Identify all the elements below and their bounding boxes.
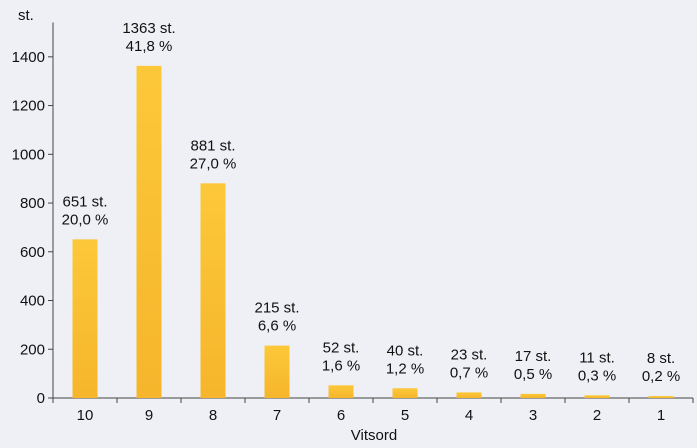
x-tick-label: 2: [593, 407, 601, 424]
x-tick-label: 8: [209, 407, 217, 424]
data-label-percent: 0,3 %: [578, 367, 616, 384]
data-label-count: 881 st.: [190, 137, 235, 154]
bar: [200, 183, 226, 398]
x-tick-label: 6: [337, 407, 345, 424]
data-label-count: 8 st.: [647, 350, 675, 367]
x-tick-label: 3: [529, 407, 537, 424]
data-label-count: 17 st.: [515, 348, 552, 365]
y-tick-label: 400: [20, 293, 45, 310]
y-tick-label: 600: [20, 244, 45, 261]
data-label-count: 215 st.: [254, 300, 299, 317]
data-label-percent: 1,6 %: [322, 357, 360, 374]
data-label-percent: 0,5 %: [514, 366, 552, 383]
data-label-percent: 27,0 %: [190, 155, 237, 172]
x-tick-label: 9: [145, 407, 153, 424]
data-label-percent: 0,2 %: [642, 368, 680, 385]
data-label-count: 52 st.: [323, 339, 360, 356]
y-tick-label: 1400: [12, 49, 45, 66]
data-label-percent: 20,0 %: [62, 211, 109, 228]
x-tick-label: 5: [401, 407, 409, 424]
data-labels: 651 st.20,0 % 1363 st.41,8 % 881 st.27,0 %…: [62, 20, 681, 385]
x-axis-label: Vitsord: [351, 427, 397, 443]
data-label-count: 651 st.: [62, 193, 107, 210]
y-tick-label: 200: [20, 341, 45, 358]
data-label-percent: 0,7 %: [450, 364, 488, 381]
bar: [584, 395, 610, 398]
x-tick-label: 7: [273, 407, 281, 424]
data-label-count: 11 st.: [579, 349, 615, 366]
bar: [72, 239, 98, 398]
x-tick-label: 1: [657, 407, 665, 424]
x-tick-label: 10: [77, 407, 94, 424]
y-axis: 0 200 400 600 800 1000 1200 1400: [12, 22, 54, 407]
bar: [136, 65, 162, 398]
bar: [520, 393, 546, 398]
y-tick-label: 1000: [12, 146, 45, 163]
y-axis-label: st.: [18, 7, 34, 24]
y-tick-label: 1200: [12, 98, 45, 115]
bar: [456, 392, 482, 398]
bar: [328, 385, 354, 398]
data-label-percent: 41,8 %: [126, 38, 173, 55]
y-tick-label: 0: [37, 390, 45, 407]
data-label-count: 40 st.: [387, 342, 424, 359]
bar: [264, 345, 290, 398]
bars: [72, 65, 674, 398]
bar: [392, 388, 418, 398]
y-tick-label: 800: [20, 195, 45, 212]
data-label-percent: 6,6 %: [258, 318, 296, 335]
data-label-percent: 1,2 %: [386, 360, 424, 377]
data-label-count: 1363 st.: [122, 20, 175, 37]
data-label-count: 23 st.: [451, 346, 488, 363]
bar: [648, 396, 674, 398]
x-axis: 10 9 8 7 6 5 4 3 2 1: [52, 397, 694, 424]
x-tick-label: 4: [465, 407, 473, 424]
